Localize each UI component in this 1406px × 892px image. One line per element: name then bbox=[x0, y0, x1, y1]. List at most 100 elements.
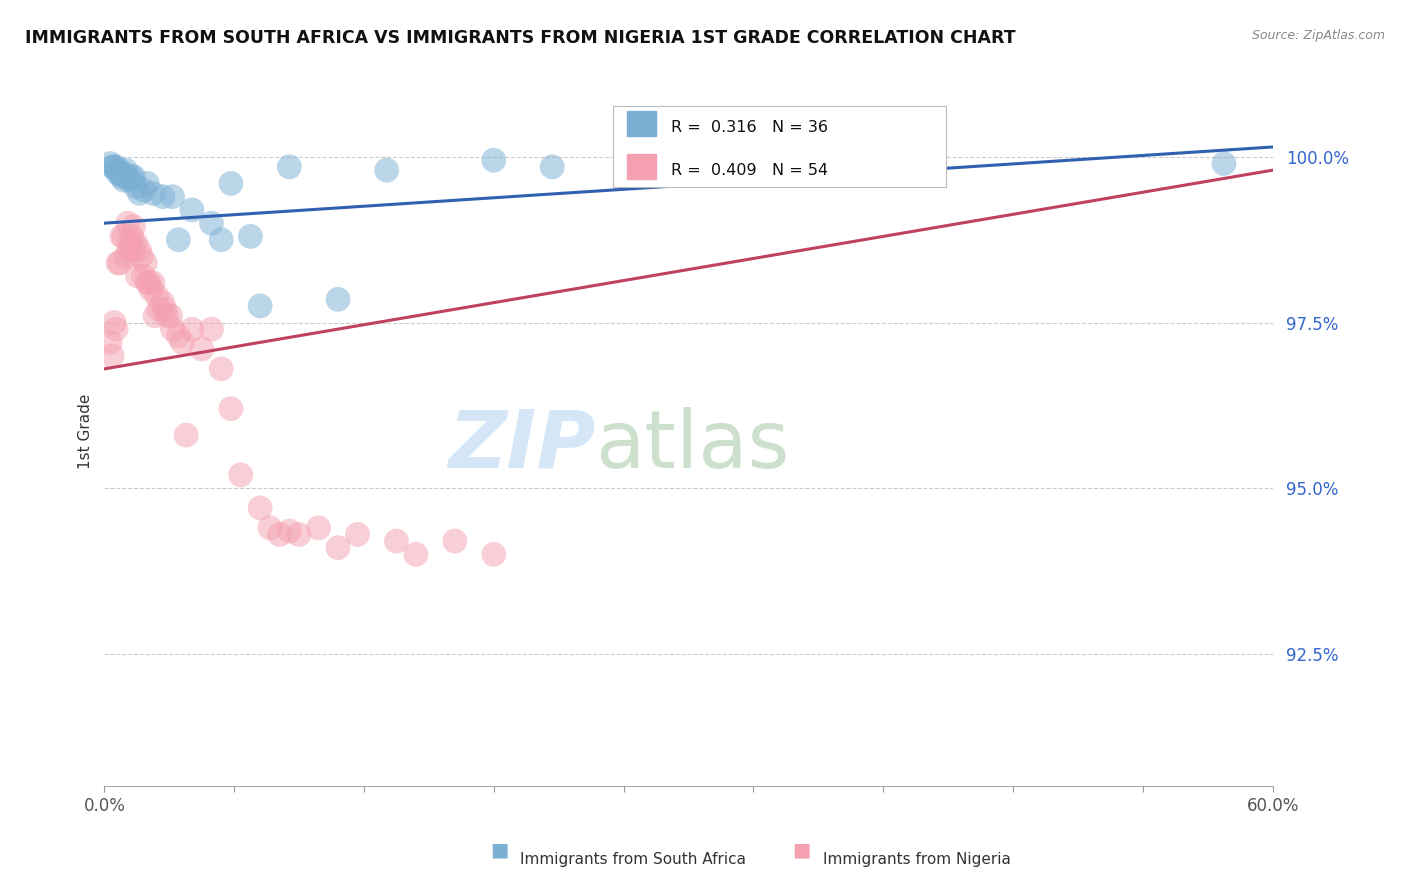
Text: R =  0.409   N = 54: R = 0.409 N = 54 bbox=[671, 162, 828, 178]
Point bbox=[122, 169, 145, 184]
Point bbox=[121, 169, 143, 184]
Point bbox=[159, 309, 181, 323]
Point bbox=[167, 233, 190, 247]
Point bbox=[278, 524, 301, 538]
Point bbox=[219, 401, 242, 416]
Point bbox=[142, 276, 165, 290]
Point bbox=[638, 160, 661, 174]
Point bbox=[146, 289, 169, 303]
Point bbox=[124, 179, 146, 194]
Point bbox=[190, 342, 212, 356]
Point bbox=[114, 163, 136, 178]
Point bbox=[108, 256, 131, 270]
Text: ■: ■ bbox=[489, 841, 509, 860]
Point bbox=[127, 269, 149, 284]
Point bbox=[103, 160, 125, 174]
Point bbox=[278, 160, 301, 174]
Point bbox=[326, 541, 349, 555]
Point bbox=[118, 173, 141, 187]
Point bbox=[128, 186, 150, 201]
Point bbox=[200, 216, 222, 230]
Text: R =  0.316   N = 36: R = 0.316 N = 36 bbox=[671, 120, 828, 135]
Point bbox=[98, 335, 121, 350]
Point bbox=[172, 335, 194, 350]
Point bbox=[122, 219, 145, 234]
Point bbox=[326, 293, 349, 307]
Point bbox=[107, 166, 129, 180]
Point bbox=[143, 309, 166, 323]
Point bbox=[124, 235, 146, 250]
Point bbox=[138, 276, 160, 290]
Point bbox=[1213, 156, 1236, 170]
Point bbox=[152, 189, 174, 203]
Text: ■: ■ bbox=[792, 841, 811, 860]
Point bbox=[136, 276, 159, 290]
Point bbox=[111, 169, 134, 184]
Point bbox=[101, 349, 124, 363]
Point bbox=[375, 163, 398, 178]
Point bbox=[118, 243, 141, 257]
Text: atlas: atlas bbox=[595, 407, 789, 485]
Point bbox=[134, 256, 156, 270]
Text: ZIP: ZIP bbox=[447, 407, 595, 485]
Text: Immigrants from Nigeria: Immigrants from Nigeria bbox=[823, 852, 1011, 867]
Point bbox=[148, 302, 170, 317]
Point bbox=[101, 160, 124, 174]
Point bbox=[444, 534, 467, 549]
Point bbox=[117, 216, 139, 230]
Point bbox=[122, 243, 145, 257]
Point bbox=[385, 534, 408, 549]
Point bbox=[153, 302, 176, 317]
Point bbox=[112, 166, 135, 180]
Point bbox=[269, 527, 291, 541]
Point bbox=[405, 547, 427, 561]
Point bbox=[105, 322, 128, 336]
Point bbox=[107, 256, 129, 270]
Bar bbox=[627, 111, 655, 136]
Point bbox=[308, 521, 330, 535]
Point bbox=[156, 309, 179, 323]
Point bbox=[162, 189, 184, 203]
Bar bbox=[613, 106, 945, 187]
Point bbox=[118, 235, 141, 250]
Point bbox=[249, 299, 271, 313]
Text: IMMIGRANTS FROM SOUTH AFRICA VS IMMIGRANTS FROM NIGERIA 1ST GRADE CORRELATION CH: IMMIGRANTS FROM SOUTH AFRICA VS IMMIGRAN… bbox=[25, 29, 1017, 46]
Point bbox=[107, 163, 129, 178]
Point bbox=[112, 229, 135, 244]
Point bbox=[98, 156, 121, 170]
Y-axis label: 1st Grade: 1st Grade bbox=[79, 394, 93, 469]
Point bbox=[181, 322, 204, 336]
Bar bbox=[627, 154, 655, 178]
Point bbox=[112, 173, 135, 187]
Point bbox=[482, 153, 505, 168]
Point bbox=[259, 521, 281, 535]
Point bbox=[105, 160, 128, 174]
Point bbox=[117, 169, 139, 184]
Point bbox=[229, 467, 252, 482]
Point bbox=[541, 160, 564, 174]
Point bbox=[108, 166, 131, 180]
Point bbox=[136, 177, 159, 191]
Point bbox=[114, 249, 136, 263]
Point bbox=[209, 233, 232, 247]
Point bbox=[131, 249, 153, 263]
Point bbox=[288, 527, 311, 541]
Point bbox=[121, 229, 143, 244]
Point bbox=[132, 269, 155, 284]
Point bbox=[111, 229, 134, 244]
Point bbox=[103, 316, 125, 330]
Text: Source: ZipAtlas.com: Source: ZipAtlas.com bbox=[1251, 29, 1385, 42]
Point bbox=[167, 328, 190, 343]
Point bbox=[482, 547, 505, 561]
Point bbox=[174, 428, 197, 442]
Point bbox=[209, 362, 232, 376]
Point bbox=[142, 186, 165, 201]
Point bbox=[249, 500, 271, 515]
Point bbox=[239, 229, 262, 244]
Point bbox=[162, 322, 184, 336]
Point bbox=[219, 177, 242, 191]
Point bbox=[132, 183, 155, 197]
Point bbox=[139, 282, 162, 296]
Point bbox=[152, 295, 174, 310]
Point bbox=[128, 243, 150, 257]
